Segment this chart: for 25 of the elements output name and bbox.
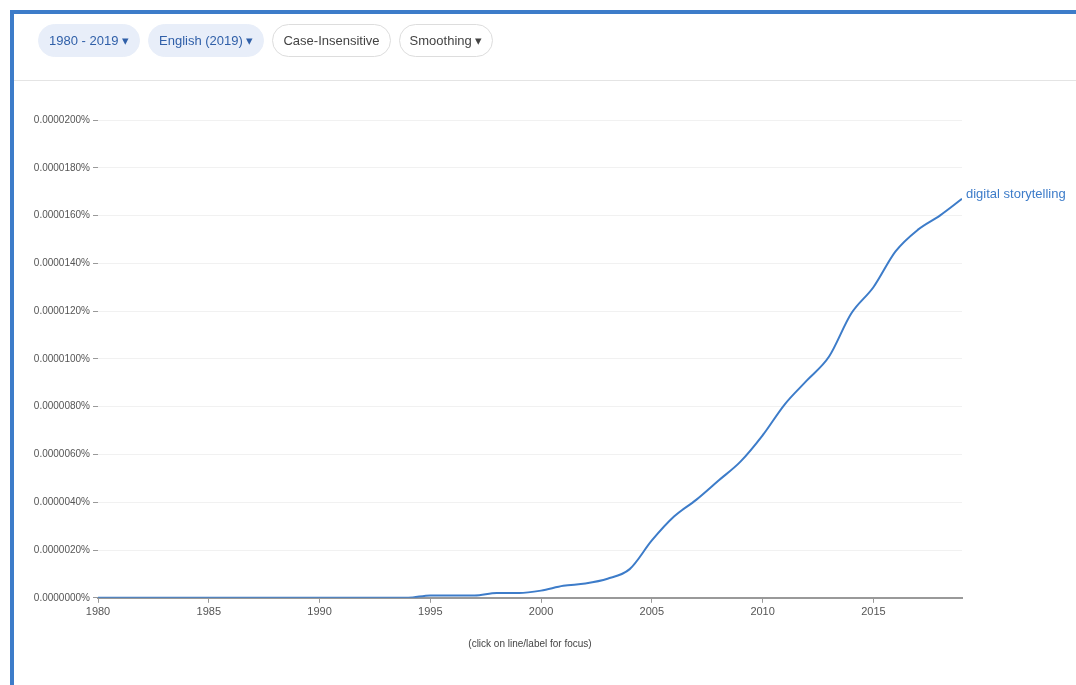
x-tick-label: 1990 <box>307 605 332 618</box>
x-tick-label: 2005 <box>639 605 665 618</box>
y-tick-label: 0.0000180% <box>33 161 91 173</box>
x-tick-label: 1985 <box>196 605 222 618</box>
text: Smoothing ▾ <box>398 24 494 57</box>
y-tick-label: 0.0000080% <box>33 400 91 412</box>
x-tick-label: 2000 <box>528 605 554 618</box>
x-tick-label: 2010 <box>750 605 775 618</box>
x-tick-label: 1995 <box>418 605 443 618</box>
y-tick-label: 0.0000000% <box>33 591 91 603</box>
y-tick-label: 0.0000120% <box>33 304 91 316</box>
y-tick-label: 0.0000160% <box>33 209 91 221</box>
text: Case-Insensitive <box>272 24 391 57</box>
y-tick-label: 0.0000140% <box>33 257 91 269</box>
x-tick-label: 2015 <box>861 605 886 618</box>
y-tick-label: 0.0000020% <box>33 543 91 555</box>
y-tick-label: 0.0000040% <box>33 495 91 507</box>
text: (click on line/label for focus) <box>468 637 592 649</box>
series-label: digital storytelling <box>966 186 1066 202</box>
text: English (2019) ▾ <box>148 24 265 57</box>
y-tick-label: 0.0000060% <box>33 448 91 460</box>
y-tick-label: 0.0000200% <box>33 113 91 125</box>
text: 1980 - 2019 ▾ <box>38 24 141 57</box>
y-tick-label: 0.0000100% <box>33 352 91 364</box>
x-tick-label: 1980 <box>85 605 111 618</box>
